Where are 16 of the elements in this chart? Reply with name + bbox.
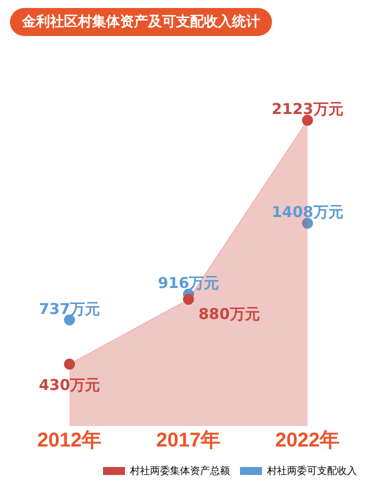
- x-tick-label: 2022年: [275, 430, 340, 452]
- x-tick-label: 2017年: [156, 430, 221, 452]
- legend-label: 村社两委集体资产总额: [129, 464, 230, 477]
- data-label: 737万元: [38, 300, 100, 318]
- point: [64, 358, 75, 370]
- data-label: 430万元: [38, 376, 100, 394]
- data-label: 1408万元: [272, 203, 344, 222]
- point: [302, 218, 313, 229]
- chart-title: 金利社区村集体资产及可支配收入统计: [10, 8, 272, 36]
- legend-label: 村社两委可支配收入: [266, 464, 357, 477]
- data-label: 916万元: [158, 274, 220, 292]
- point: [183, 294, 194, 305]
- x-tick-label: 2012年: [37, 430, 102, 452]
- data-label: 2123万元: [272, 100, 344, 118]
- point: [302, 114, 313, 126]
- data-label: 880万元: [198, 305, 260, 324]
